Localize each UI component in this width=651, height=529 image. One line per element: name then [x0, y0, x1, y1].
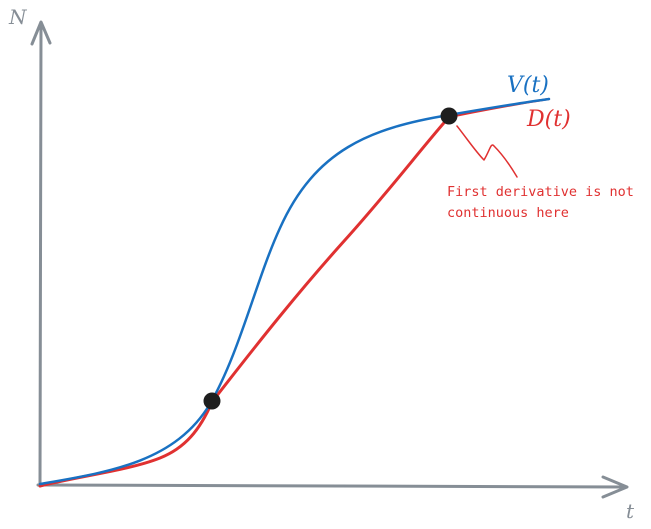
axes	[30, 20, 629, 499]
y-axis-arrowhead	[30, 20, 52, 46]
x-axis-arrowhead	[601, 475, 629, 499]
transition-point-lower	[203, 392, 221, 410]
curve-d-label: D(t)	[526, 107, 571, 132]
y-axis	[38, 22, 43, 488]
annotation-line-2: continuous here	[447, 205, 569, 221]
y-axis-label: N	[8, 5, 28, 29]
curve-v-label: V(t)	[507, 73, 549, 98]
annotation-line-1: First derivative is not	[447, 184, 634, 200]
x-axis-label: t	[626, 499, 635, 523]
annotation-pointer	[456, 125, 518, 178]
transition-point-upper	[440, 107, 458, 125]
curve-d	[38, 115, 451, 488]
x-axis	[36, 483, 628, 489]
curve-v	[38, 97, 551, 486]
